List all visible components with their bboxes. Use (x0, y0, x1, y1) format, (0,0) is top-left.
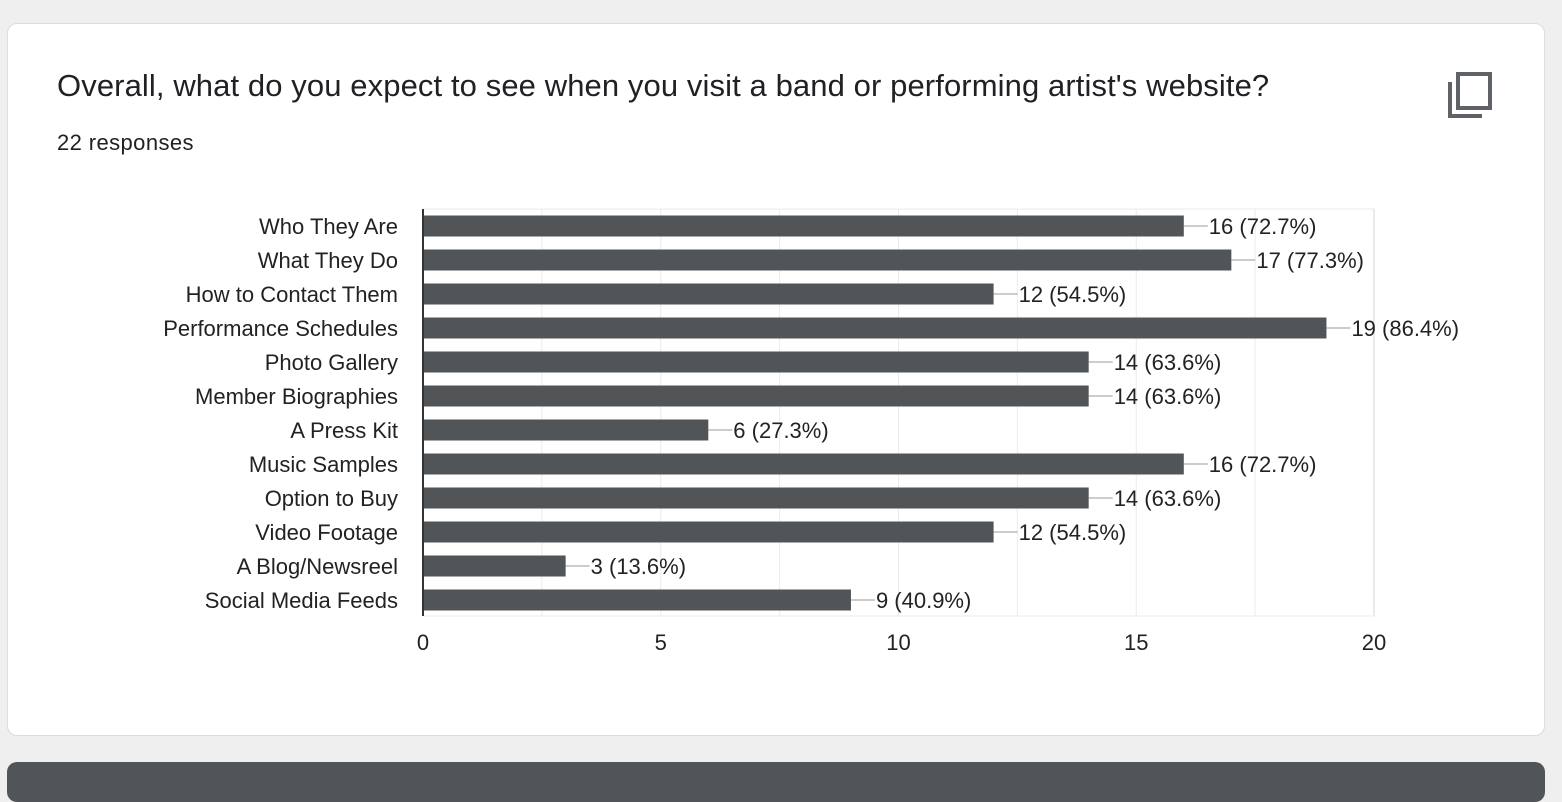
category-label: What They Do (258, 248, 398, 273)
x-tick-label: 20 (1362, 630, 1386, 655)
data-label: 16 (72.7%) (1209, 452, 1317, 477)
data-label: 14 (63.6%) (1114, 384, 1222, 409)
data-label: 16 (72.7%) (1209, 214, 1317, 239)
next-question-card (7, 762, 1545, 802)
response-count: 22 responses (57, 130, 194, 155)
data-label: 6 (27.3%) (733, 418, 828, 443)
category-label: Music Samples (249, 452, 398, 477)
data-label: 19 (86.4%) (1351, 316, 1459, 341)
bar (423, 453, 1184, 475)
category-label: Video Footage (255, 520, 398, 545)
data-label: 12 (54.5%) (1019, 520, 1127, 545)
category-label: Social Media Feeds (205, 588, 398, 613)
bar (423, 419, 709, 441)
x-tick-label: 10 (886, 630, 910, 655)
data-label: 14 (63.6%) (1114, 486, 1222, 511)
question-card: Overall, what do you expect to see when … (7, 23, 1545, 736)
category-label: Photo Gallery (265, 350, 398, 375)
bar (423, 589, 851, 611)
bar (423, 351, 1089, 373)
category-label: A Blog/Newsreel (237, 554, 398, 579)
x-tick-label: 5 (655, 630, 667, 655)
category-label: Performance Schedules (163, 316, 398, 341)
data-label: 12 (54.5%) (1019, 282, 1127, 307)
bar-chart: 0 5 10 15 20 Who They Are 16 (72.7%) What They … (163, 208, 1459, 655)
data-label: 9 (40.9%) (876, 588, 971, 613)
category-label: A Press Kit (290, 418, 398, 443)
data-label: 14 (63.6%) (1114, 350, 1222, 375)
copy-chart-button[interactable] (1444, 70, 1496, 122)
bar (423, 215, 1184, 237)
x-tick-label: 15 (1124, 630, 1148, 655)
x-tick-label: 0 (417, 630, 429, 655)
category-label: How to Contact Them (186, 282, 398, 307)
data-label: 17 (77.3%) (1256, 248, 1364, 273)
question-title: Overall, what do you expect to see when … (57, 68, 1270, 103)
bar (423, 385, 1089, 407)
bar (423, 521, 994, 543)
category-label: Option to Buy (265, 486, 398, 511)
bar (423, 249, 1232, 271)
bar (423, 555, 566, 577)
data-label: 3 (13.6%) (591, 554, 686, 579)
bar (423, 283, 994, 305)
copy-icon (1448, 72, 1492, 118)
category-label: Who They Are (259, 214, 398, 239)
bar (423, 317, 1327, 339)
category-label: Member Biographies (195, 384, 398, 409)
bar (423, 487, 1089, 509)
